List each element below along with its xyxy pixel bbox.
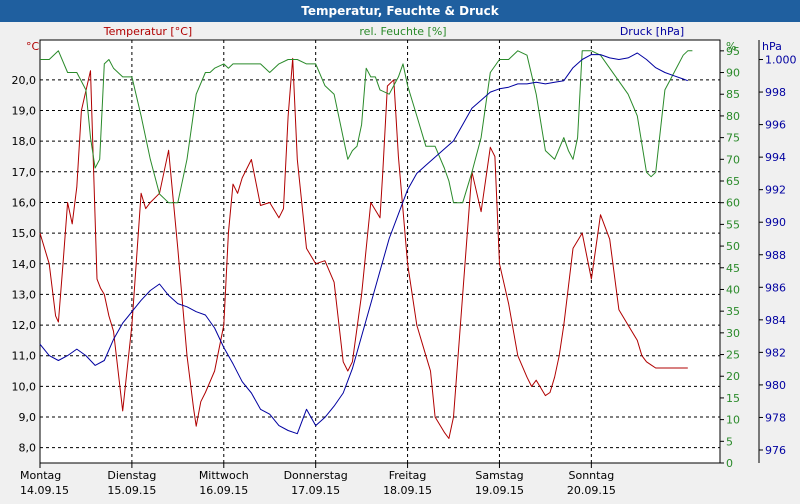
day-name-label: Donnerstag [284, 469, 348, 482]
humidity-tick-label: 25 [726, 349, 740, 362]
pressure-tick-label: 996 [765, 119, 786, 132]
day-name-label: Sonntag [568, 469, 614, 482]
temperature-axis: 8,0 9,0 10,0 11,0 12,0 13,0 14,0 15,0 16,0 17,0 18… [12, 74, 37, 455]
day-axis: Montag 14.09.15 Dienstag 15.09.15 Mittwoch 16… [20, 463, 616, 497]
day-date-label: 20.09.15 [567, 484, 616, 497]
temperature-tick-label: 8,0 [19, 442, 37, 455]
humidity-tick-label: 35 [726, 305, 740, 318]
humidity-tick-label: 95 [726, 45, 740, 58]
day-date-label: 19.09.15 [475, 484, 524, 497]
humidity-tick-label: 60 [726, 197, 740, 210]
temperature-tick-label: 9,0 [19, 411, 37, 424]
temperature-series-label: Temperatur [°C] [103, 25, 192, 38]
day-name-label: Mittwoch [199, 469, 249, 482]
pressure-unit: hPa [762, 40, 782, 53]
grid [40, 40, 720, 463]
pressure-tick-label: 990 [765, 216, 786, 229]
series-line-temp [39, 57, 688, 439]
pressure-tick-label: 998 [765, 86, 786, 99]
temperature-tick-label: 12,0 [12, 319, 37, 332]
temperature-tick-label: 20,0 [12, 74, 37, 87]
humidity-tick-label: 30 [726, 327, 740, 340]
day-date-label: 17.09.15 [291, 484, 340, 497]
chart-area: 8,0 9,0 10,0 11,0 12,0 13,0 14,0 15,0 16,0 17,0 18… [0, 22, 800, 500]
temperature-tick-label: 17,0 [12, 166, 37, 179]
pressure-series-label: Druck [hPa] [620, 25, 684, 38]
humidity-unit: % [726, 40, 736, 53]
humidity-tick-label: 85 [726, 88, 740, 101]
humidity-tick-label: 50 [726, 240, 740, 253]
humidity-tick-label: 45 [726, 262, 740, 275]
day-date-label: 18.09.15 [383, 484, 432, 497]
day-name-label: Dienstag [107, 469, 156, 482]
temperature-tick-label: 11,0 [12, 350, 37, 363]
day-date-label: 16.09.15 [199, 484, 248, 497]
humidity-series-label: rel. Feuchte [%] [359, 25, 446, 38]
series-line-hum [40, 50, 693, 204]
day-date-label: 15.09.15 [107, 484, 156, 497]
temperature-tick-label: 19,0 [12, 105, 37, 118]
humidity-tick-label: 65 [726, 175, 740, 188]
day-name-label: Freitag [389, 469, 427, 482]
pressure-tick-label: 986 [765, 281, 786, 294]
temperature-tick-label: 14,0 [12, 258, 37, 271]
pressure-tick-label: 984 [765, 314, 786, 327]
humidity-tick-label: 10 [726, 414, 740, 427]
humidity-tick-label: 0 [726, 457, 733, 470]
humidity-tick-label: 55 [726, 218, 740, 231]
temperature-tick-label: 13,0 [12, 288, 37, 301]
humidity-tick-label: 20 [726, 370, 740, 383]
humidity-axis: 0 5 10 15 20 25 30 35 40 45 50 55 60 65 70 75 80 85 90 95 [720, 45, 740, 470]
humidity-tick-label: 80 [726, 110, 740, 123]
pressure-tick-label: 978 [765, 411, 786, 424]
temperature-tick-label: 15,0 [12, 227, 37, 240]
humidity-tick-label: 40 [726, 283, 740, 296]
chart-title: Temperatur, Feuchte & Druck [0, 0, 800, 22]
pressure-tick-label: 988 [765, 249, 786, 262]
day-name-label: Samstag [475, 469, 523, 482]
pressure-tick-label: 1.000 [765, 54, 797, 67]
series-line-press [39, 52, 688, 435]
pressure-tick-label: 980 [765, 379, 786, 392]
pressure-tick-label: 992 [765, 184, 786, 197]
humidity-tick-label: 5 [726, 435, 733, 448]
plot-area [39, 39, 721, 464]
temperature-unit: °C [26, 40, 40, 53]
day-name-label: Montag [20, 469, 61, 482]
temperature-tick-label: 18,0 [12, 135, 37, 148]
series-lines [39, 50, 693, 439]
pressure-axis: 976 978 980 982 984 986 988 990 992 994 996 998 1.00… [758, 40, 797, 463]
day-date-label: 14.09.15 [20, 484, 69, 497]
humidity-tick-label: 70 [726, 153, 740, 166]
humidity-tick-label: 90 [726, 67, 740, 80]
pressure-tick-label: 976 [765, 444, 786, 457]
weather-chart: 8,0 9,0 10,0 11,0 12,0 13,0 14,0 15,0 16,0 17,0 18… [12, 25, 797, 497]
pressure-tick-label: 994 [765, 151, 786, 164]
temperature-tick-label: 16,0 [12, 196, 37, 209]
pressure-tick-label: 982 [765, 346, 786, 359]
temperature-tick-label: 10,0 [12, 380, 37, 393]
humidity-tick-label: 75 [726, 132, 740, 145]
humidity-tick-label: 15 [726, 392, 740, 405]
